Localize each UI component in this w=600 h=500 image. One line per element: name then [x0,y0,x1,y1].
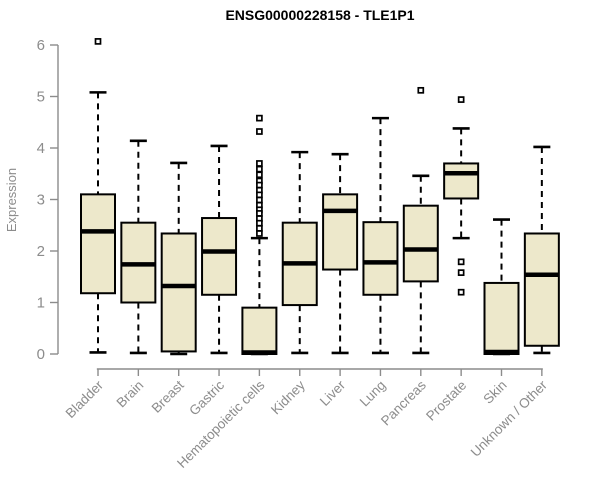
outlier-point [256,165,263,173]
outlier-point [457,96,465,103]
x-axis-category-label: Skin [480,378,509,407]
boxplot-lung [362,116,399,355]
outlier-point [256,160,263,167]
y-axis-tick-label: 6 [37,37,45,54]
outlier-point [256,210,263,217]
iqr-box [160,232,197,353]
iqr-box [322,193,359,271]
boxes [80,38,560,356]
outlier-point [457,269,465,276]
boxplot-bladder [80,38,116,354]
boxplot-skin [483,218,520,356]
iqr-box [402,204,439,283]
x-axis-category-label: Unknown / Other [468,377,551,460]
outlier-point [256,181,263,189]
outlier-point [256,128,263,135]
y-axis-tick-label: 0 [37,346,45,363]
boxplot-hematopoietic-cells [241,114,278,356]
y-axis-tick-label: 2 [37,243,45,260]
y-axis-tick-label: 4 [37,140,45,157]
outlier-point [256,114,263,122]
boxplot-prostate [443,96,480,296]
y-axis-tick-label: 3 [37,192,45,209]
iqr-box [443,162,480,200]
y-axis-tick-label: 5 [37,89,45,106]
iqr-box [362,221,399,296]
y-axis-label: Expression [4,168,19,232]
axes: 0 1 2 3 4 5 6 [37,37,543,376]
x-axis-category-label: Kidney [268,377,308,417]
x-axis-category-label: Prostate [423,378,469,424]
iqr-box [80,193,116,295]
boxplot-liver [322,152,359,355]
outlier-point [256,219,263,227]
x-axis-category-label: Breast [149,377,187,415]
outlier-point [256,196,263,204]
boxplot-kidney [281,150,318,355]
x-axis-category-label: Lung [357,378,389,410]
boxplot-pancreas [402,86,439,355]
outlier-point [457,288,465,296]
outlier-point [256,224,263,232]
x-axis-category-label: Bladder [63,377,107,421]
boxplot-gastric [201,144,238,355]
outlier-point [256,191,263,199]
boxplot-unknown-other [523,145,560,355]
x-axis-category-label: Liver [317,377,349,409]
iqr-box [523,232,560,347]
outlier-point [94,38,102,45]
outlier-point [417,86,425,94]
boxplot-breast [160,161,197,356]
x-axis-category-label: Pancreas [378,377,429,428]
outlier-point [256,171,263,179]
y-axis-tick-label: 1 [37,295,45,312]
iqr-box [483,281,520,355]
boxplot-brain [120,139,157,355]
iqr-box [201,217,238,296]
x-axis-category-label: Brain [114,378,147,411]
outlier-point [457,258,465,266]
iqr-box [241,306,278,355]
outlier-point [256,230,263,237]
chart-title: ENSG00000228158 - TLE1P1 [225,7,415,23]
